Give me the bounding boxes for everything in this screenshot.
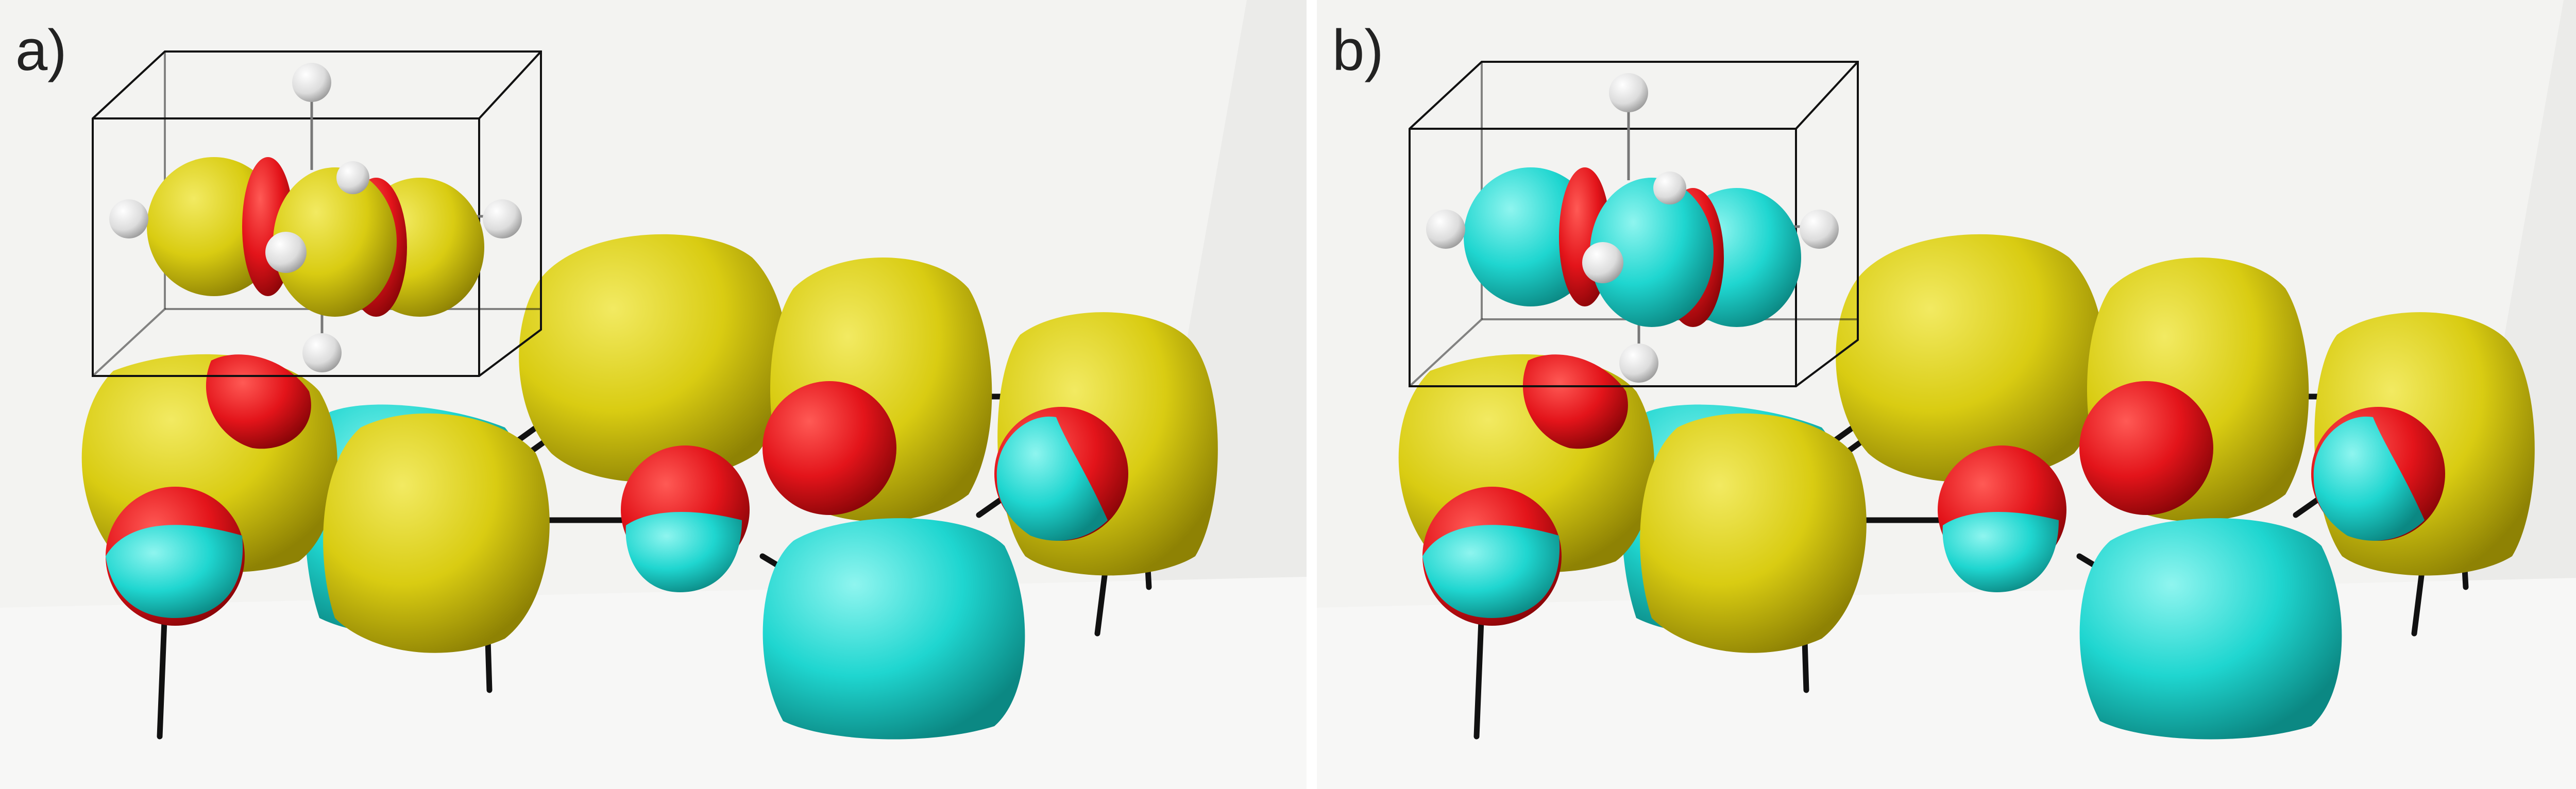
oxygen-sphere-right — [994, 407, 1128, 541]
oxygen-sphere-middle — [1938, 445, 2066, 592]
lobe-cyan-bottom — [762, 518, 1025, 740]
oxygen-sphere-center — [2079, 381, 2213, 515]
panel-a: a) — [0, 0, 1307, 789]
oxygen-sphere-center — [762, 381, 896, 515]
lobe-red-left-top — [1522, 354, 1628, 449]
inset-molecule — [92, 50, 542, 377]
panel-b: b) — [1317, 0, 2576, 789]
inset-lobes — [1464, 167, 1801, 327]
orbital-render-a — [0, 0, 1307, 789]
oxygen-sphere-left — [1422, 487, 1562, 626]
oxygen-sphere-middle — [621, 445, 750, 592]
oxygen-spheres — [1422, 381, 2445, 626]
lobe-yellow-left — [323, 413, 550, 653]
lobe-yellow-left — [1640, 413, 1867, 653]
lobe-yellow-top-center — [1836, 234, 2105, 483]
panel-label: a) — [15, 18, 67, 82]
orbital-render-b — [1317, 0, 2576, 789]
oxygen-sphere-left — [106, 487, 245, 626]
lobe-cyan-bottom — [2079, 518, 2342, 740]
lobe-yellow-top-center — [519, 234, 788, 483]
oxygen-spheres — [106, 381, 1128, 626]
inset-lobes — [147, 157, 484, 317]
inset-molecule — [1409, 61, 1859, 387]
lobe-red-left-top — [206, 354, 311, 449]
oxygen-sphere-right — [2311, 407, 2445, 541]
inset-hydrogens — [1426, 73, 1839, 383]
panel-label: b) — [1332, 18, 1384, 82]
inset-hydrogens — [109, 63, 522, 372]
